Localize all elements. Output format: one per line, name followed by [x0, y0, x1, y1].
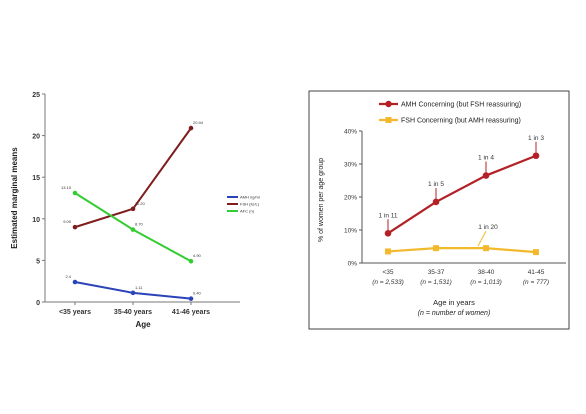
- left-x-tick-label: 35-40 years: [114, 309, 152, 316]
- left-series-point: [188, 258, 194, 264]
- left-series-point: [72, 224, 78, 230]
- left-y-tick-label: 0: [36, 300, 40, 307]
- left-chart-y-axis-label: Estimated marginal means: [10, 147, 19, 249]
- left-series-point: [130, 227, 136, 232]
- left-series-point: [72, 190, 78, 196]
- left-legend-label: FSH (IU/L): [240, 202, 260, 207]
- left-series-line-2: [74, 192, 192, 263]
- left-chart-axes: 0 5 10 15 20 25 <35 years 35-40 years 41-46 year…: [32, 92, 240, 316]
- left-x-tick-label: 41-46 years: [172, 309, 210, 316]
- left-y-tick-label: 10: [32, 217, 40, 224]
- left-data-label: 13.10: [61, 185, 72, 190]
- left-data-label: 4.90: [193, 253, 202, 258]
- left-x-tick-label: <35 years: [59, 309, 91, 316]
- left-data-label: 1.11: [135, 285, 143, 290]
- left-y-tick-label: 5: [36, 258, 40, 265]
- left-data-label: 0.40: [193, 291, 202, 296]
- left-y-tick-label: 15: [32, 175, 40, 182]
- left-series-line-1: [74, 127, 192, 229]
- left-series-point: [130, 290, 136, 296]
- left-series-point: [72, 279, 78, 285]
- left-series-line-0: [74, 281, 192, 300]
- left-chart-legend: AMH ng/ml FSH (IU/L) AFC (n): [227, 195, 260, 214]
- left-legend-label: AMH ng/ml: [240, 195, 260, 200]
- left-data-label: 11.20: [135, 201, 145, 206]
- left-series-point: [188, 296, 194, 301]
- left-legend-label: AFC (n): [240, 209, 255, 214]
- left-y-tick-label: 25: [32, 92, 40, 99]
- left-data-label: 20.94: [193, 120, 204, 125]
- left-chart-x-axis-label: Age: [135, 320, 151, 329]
- left-data-label: 2.4: [65, 274, 71, 279]
- left-series-point: [130, 206, 136, 212]
- left-chart-marks: 2.4 1.11 0.40 9.00 11.20 20.94 13.10 8.70 4.90: [61, 120, 204, 301]
- left-y-tick-label: 20: [32, 134, 40, 141]
- left-data-label: 9.00: [63, 219, 72, 224]
- left-series-point: [188, 125, 194, 131]
- left-data-label: 8.70: [135, 222, 144, 227]
